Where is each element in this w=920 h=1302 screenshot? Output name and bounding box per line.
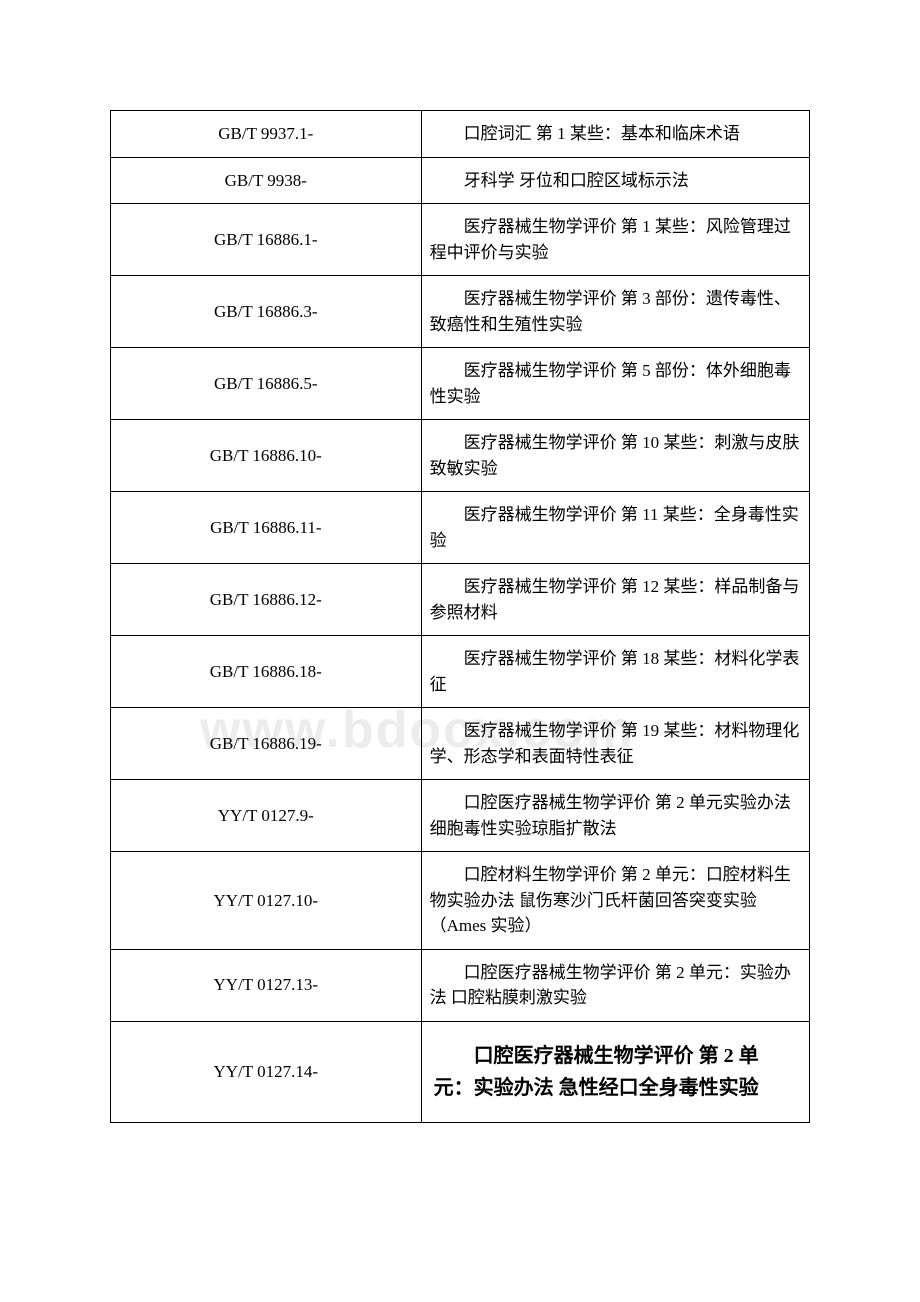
standard-desc-cell: 医疗器械生物学评价 第 1 某些：风险管理过程中评价与实验 (421, 204, 809, 276)
standard-desc-cell: 医疗器械生物学评价 第 12 某些：样品制备与参照材料 (421, 564, 809, 636)
standard-desc-cell: 医疗器械生物学评价 第 10 某些：刺激与皮肤致敏实验 (421, 420, 809, 492)
standard-desc-cell: 牙科学 牙位和口腔区域标示法 (421, 157, 809, 204)
standard-desc-cell: 医疗器械生物学评价 第 18 某些：材料化学表征 (421, 636, 809, 708)
table-row: YY/T 0127.9-口腔医疗器械生物学评价 第 2 单元实验办法 细胞毒性实… (111, 780, 810, 852)
table-row: GB/T 16886.1-医疗器械生物学评价 第 1 某些：风险管理过程中评价与… (111, 204, 810, 276)
standard-code-cell: YY/T 0127.13- (111, 949, 422, 1021)
standard-code-cell: GB/T 9937.1- (111, 111, 422, 158)
standard-code-cell: GB/T 16886.5- (111, 348, 422, 420)
standard-desc-cell: 医疗器械生物学评价 第 11 某些：全身毒性实验 (421, 492, 809, 564)
standard-desc-cell: 口腔医疗器械生物学评价 第 2 单元实验办法 细胞毒性实验琼脂扩散法 (421, 780, 809, 852)
table-row: GB/T 16886.11-医疗器械生物学评价 第 11 某些：全身毒性实验 (111, 492, 810, 564)
standard-desc-text: 口腔医疗器械生物学评价 第 2 单元：实验办法 急性经口全身毒性实验 (434, 1040, 797, 1104)
standard-code-cell: GB/T 16886.3- (111, 276, 422, 348)
table-row: GB/T 16886.12-医疗器械生物学评价 第 12 某些：样品制备与参照材… (111, 564, 810, 636)
standard-desc-cell: 医疗器械生物学评价 第 5 部份：体外细胞毒性实验 (421, 348, 809, 420)
standard-code-cell: GB/T 16886.11- (111, 492, 422, 564)
standard-code-cell: GB/T 16886.10- (111, 420, 422, 492)
standard-desc-cell: 医疗器械生物学评价 第 3 部份：遗传毒性、致癌性和生殖性实验 (421, 276, 809, 348)
standard-code-cell: GB/T 16886.18- (111, 636, 422, 708)
standard-desc-cell: 医疗器械生物学评价 第 19 某些：材料物理化学、形态学和表面特性表征 (421, 708, 809, 780)
standard-desc-cell: 口腔医疗器械生物学评价 第 2 单元：实验办法 口腔粘膜刺激实验 (421, 949, 809, 1021)
table-row: YY/T 0127.14-口腔医疗器械生物学评价 第 2 单元：实验办法 急性经… (111, 1021, 810, 1122)
table-row: GB/T 16886.18-医疗器械生物学评价 第 18 某些：材料化学表征 (111, 636, 810, 708)
standard-desc-cell: 口腔词汇 第 1 某些：基本和临床术语 (421, 111, 809, 158)
standard-desc-cell: 口腔材料生物学评价 第 2 单元：口腔材料生物实验办法 鼠伤寒沙门氏杆菌回答突变… (421, 852, 809, 950)
table-body: GB/T 9937.1-口腔词汇 第 1 某些：基本和临床术语GB/T 9938… (111, 111, 810, 1123)
standard-code-cell: YY/T 0127.9- (111, 780, 422, 852)
standards-table: GB/T 9937.1-口腔词汇 第 1 某些：基本和临床术语GB/T 9938… (110, 110, 810, 1123)
table-row: GB/T 16886.10-医疗器械生物学评价 第 10 某些：刺激与皮肤致敏实… (111, 420, 810, 492)
table-row: GB/T 9937.1-口腔词汇 第 1 某些：基本和临床术语 (111, 111, 810, 158)
table-row: YY/T 0127.13-口腔医疗器械生物学评价 第 2 单元：实验办法 口腔粘… (111, 949, 810, 1021)
standard-code-cell: YY/T 0127.14- (111, 1021, 422, 1122)
standard-code-cell: GB/T 16886.19- (111, 708, 422, 780)
table-row: YY/T 0127.10-口腔材料生物学评价 第 2 单元：口腔材料生物实验办法… (111, 852, 810, 950)
standard-desc-cell: 口腔医疗器械生物学评价 第 2 单元：实验办法 急性经口全身毒性实验 (421, 1021, 809, 1122)
standard-code-cell: YY/T 0127.10- (111, 852, 422, 950)
table-row: GB/T 16886.3-医疗器械生物学评价 第 3 部份：遗传毒性、致癌性和生… (111, 276, 810, 348)
table-row: GB/T 16886.5-医疗器械生物学评价 第 5 部份：体外细胞毒性实验 (111, 348, 810, 420)
standard-code-cell: GB/T 9938- (111, 157, 422, 204)
table-row: GB/T 16886.19-医疗器械生物学评价 第 19 某些：材料物理化学、形… (111, 708, 810, 780)
document-page: www.bdocx.com GB/T 9937.1-口腔词汇 第 1 某些：基本… (0, 0, 920, 1183)
standard-code-cell: GB/T 16886.12- (111, 564, 422, 636)
table-row: GB/T 9938-牙科学 牙位和口腔区域标示法 (111, 157, 810, 204)
standard-code-cell: GB/T 16886.1- (111, 204, 422, 276)
